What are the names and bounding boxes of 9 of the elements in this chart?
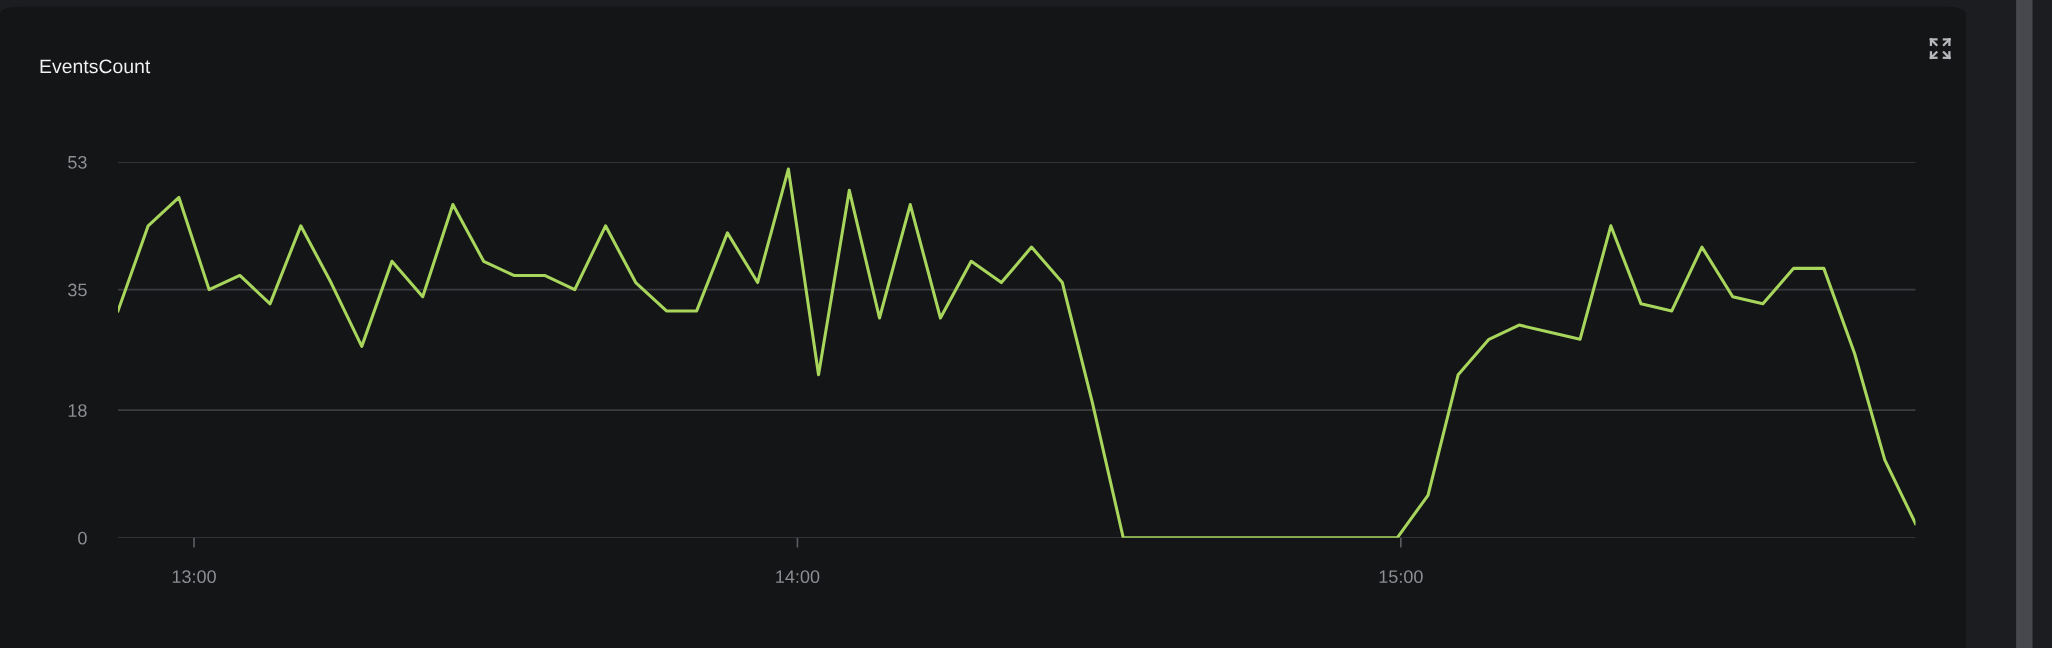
x-tick-label: 15:00 — [1379, 570, 1423, 584]
chart-title: EventsCount — [40, 59, 151, 74]
x-tick-label: 13:00 — [172, 570, 216, 584]
x-tick-label: 14:00 — [776, 570, 820, 584]
y-tick-label: 53 — [68, 155, 87, 169]
y-tick-label: 0 — [78, 531, 87, 545]
line-series — [117, 167, 1916, 538]
y-tick-label: 18 — [68, 404, 87, 417]
y-tick-label: 35 — [68, 283, 87, 297]
